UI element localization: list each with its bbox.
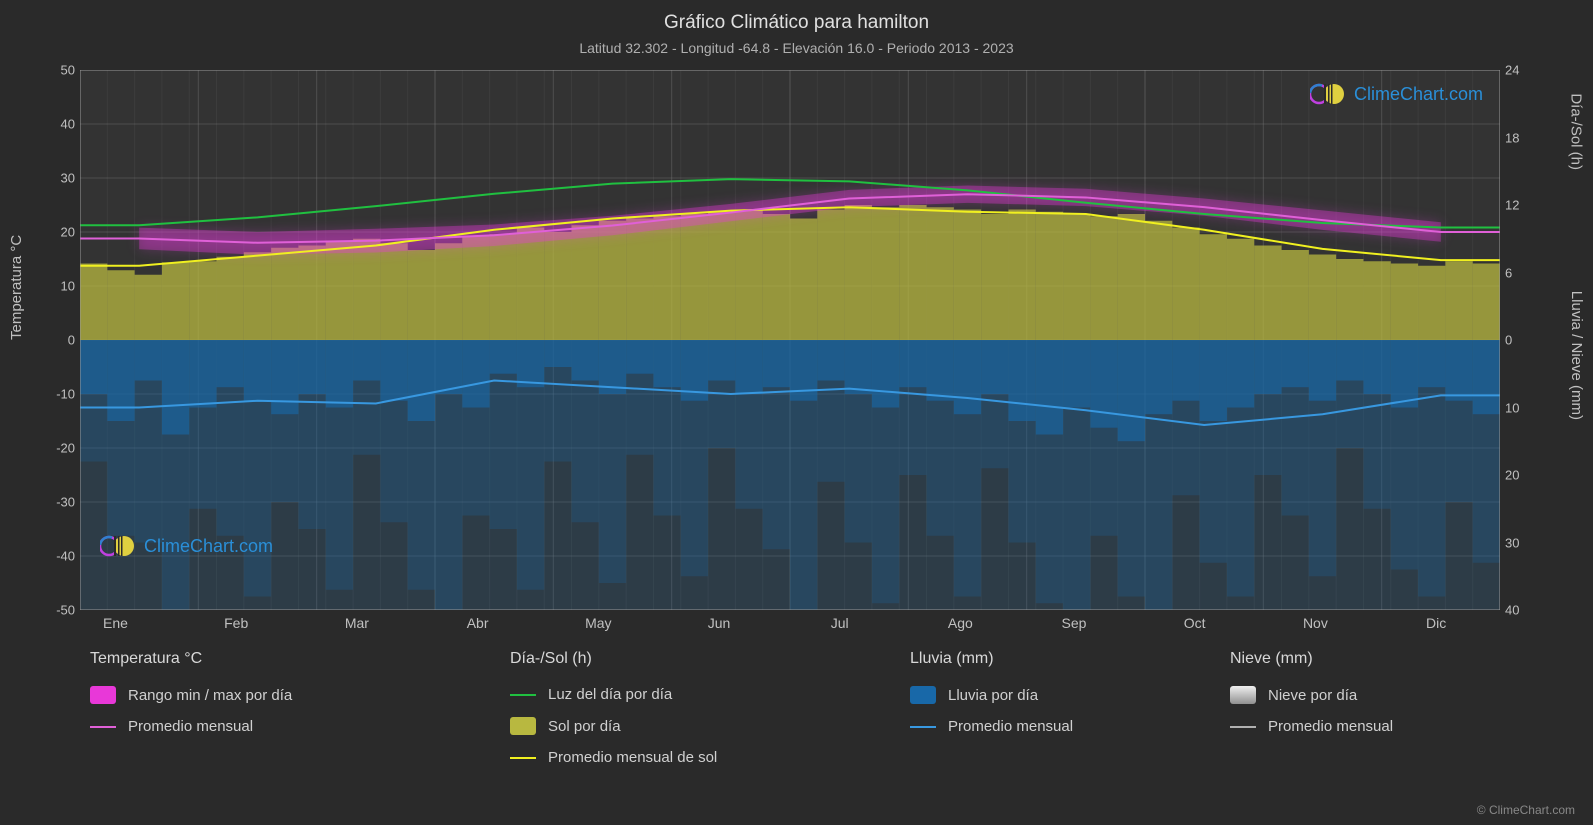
tick-left: 50 (35, 63, 75, 78)
chart-title: Gráfico Climático para hamilton (0, 0, 1593, 34)
tick-left: -10 (35, 387, 75, 402)
legend-label: Luz del día por día (548, 686, 672, 703)
tick-left: -30 (35, 495, 75, 510)
tick-right: 12 (1505, 198, 1519, 213)
tick-right: 20 (1505, 468, 1519, 483)
tick-x: Oct (1184, 615, 1206, 631)
swatch-snow (1230, 686, 1256, 704)
legend-label: Rango min / max por día (128, 687, 292, 704)
legend-item-rain-avg: Promedio mensual (910, 718, 1190, 735)
legend-item-rain-daily: Lluvia por día (910, 686, 1190, 704)
tick-right: 18 (1505, 130, 1519, 145)
y-axis-right-top-label: Día-/Sol (h) (1568, 93, 1585, 170)
tick-left: 10 (35, 279, 75, 294)
legend-item-temp-avg: Promedio mensual (90, 718, 470, 735)
tick-left: 40 (35, 117, 75, 132)
legend-label: Promedio mensual (1268, 718, 1393, 735)
chart-subtitle: Latitud 32.302 - Longitud -64.8 - Elevac… (0, 34, 1593, 56)
tick-right: 24 (1505, 63, 1519, 78)
swatch-rain-avg (910, 726, 936, 728)
tick-left: -40 (35, 549, 75, 564)
legend: Temperatura °C Rango min / max por día P… (90, 650, 1510, 766)
tick-right: 0 (1505, 333, 1512, 348)
tick-right: 30 (1505, 535, 1519, 550)
plot-svg (80, 70, 1500, 610)
legend-item-snow-avg: Promedio mensual (1230, 718, 1510, 735)
logo-icon (100, 534, 138, 558)
brand-text: ClimeChart.com (144, 536, 273, 557)
tick-x: Jun (708, 615, 731, 631)
tick-right: 40 (1505, 603, 1519, 618)
tick-left: 20 (35, 225, 75, 240)
tick-x: May (585, 615, 611, 631)
plot-area (80, 70, 1500, 610)
tick-right: 6 (1505, 265, 1512, 280)
legend-label: Promedio mensual (128, 718, 253, 735)
tick-right: 10 (1505, 400, 1519, 415)
legend-col-sun: Día-/Sol (h) Luz del día por día Sol por… (510, 650, 870, 766)
swatch-daylight (510, 694, 536, 696)
watermark: ClimeChart.com (100, 534, 273, 558)
legend-item-daylight: Luz del día por día (510, 686, 870, 703)
swatch-sun-avg (510, 757, 536, 759)
tick-x: Sep (1062, 615, 1087, 631)
tick-left: 30 (35, 171, 75, 186)
legend-col-temp: Temperatura °C Rango min / max por día P… (90, 650, 470, 766)
legend-item-snow-daily: Nieve por día (1230, 686, 1510, 704)
swatch-sun (510, 717, 536, 735)
legend-item-sun-daily: Sol por día (510, 717, 870, 735)
watermark: ClimeChart.com (1310, 82, 1483, 106)
legend-col-rain: Lluvia (mm) Lluvia por día Promedio mens… (910, 650, 1190, 766)
legend-header-snow: Nieve (mm) (1230, 650, 1510, 668)
legend-header-sun: Día-/Sol (h) (510, 650, 870, 668)
tick-x: Dic (1426, 615, 1446, 631)
brand-text: ClimeChart.com (1354, 84, 1483, 105)
legend-item-sun-avg: Promedio mensual de sol (510, 749, 870, 766)
y-axis-left-label: Temperatura °C (8, 235, 25, 340)
tick-left: 0 (35, 333, 75, 348)
legend-label: Nieve por día (1268, 687, 1357, 704)
tick-x: Mar (345, 615, 369, 631)
legend-label: Lluvia por día (948, 687, 1038, 704)
swatch-temp-avg (90, 726, 116, 728)
legend-label: Promedio mensual de sol (548, 749, 717, 766)
tick-x: Abr (467, 615, 489, 631)
legend-header-rain: Lluvia (mm) (910, 650, 1190, 668)
tick-x: Ago (948, 615, 973, 631)
tick-x: Feb (224, 615, 248, 631)
tick-left: -20 (35, 441, 75, 456)
legend-col-snow: Nieve (mm) Nieve por día Promedio mensua… (1230, 650, 1510, 766)
y-axis-right-bottom-label: Lluvia / Nieve (mm) (1568, 291, 1585, 420)
tick-x: Ene (103, 615, 128, 631)
tick-x: Nov (1303, 615, 1328, 631)
logo-icon (1310, 82, 1348, 106)
tick-left: -50 (35, 603, 75, 618)
legend-item-temp-range: Rango min / max por día (90, 686, 470, 704)
swatch-rain (910, 686, 936, 704)
swatch-temp-range (90, 686, 116, 704)
swatch-snow-avg (1230, 726, 1256, 728)
legend-label: Sol por día (548, 718, 621, 735)
tick-x: Jul (831, 615, 849, 631)
copyright: © ClimeChart.com (1477, 803, 1575, 817)
legend-label: Promedio mensual (948, 718, 1073, 735)
legend-header-temp: Temperatura °C (90, 650, 470, 668)
